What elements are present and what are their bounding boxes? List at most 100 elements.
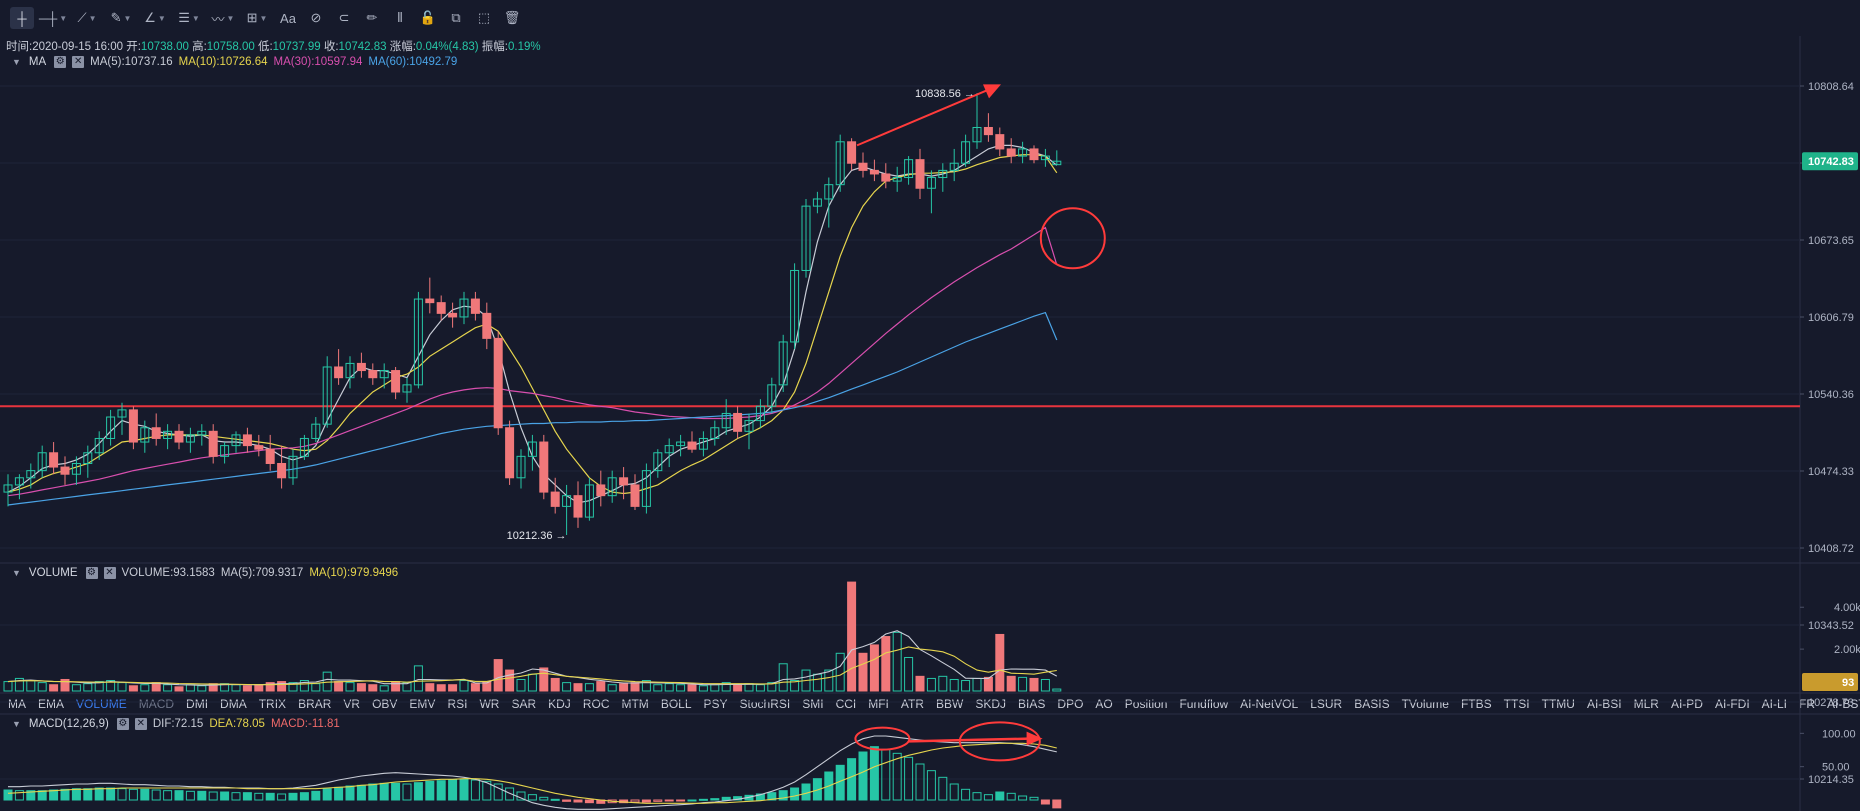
macd-histogram-bar xyxy=(14,790,24,801)
indicator-tab[interactable]: AI-NetVOL xyxy=(1240,697,1299,711)
indicator-tab[interactable]: BBW xyxy=(936,697,964,711)
wave-icon[interactable]: 〰 ▼ xyxy=(211,11,235,27)
indicator-tab[interactable]: VR xyxy=(343,697,361,711)
indicator-tab[interactable]: AI-BST xyxy=(1827,697,1860,711)
collapse-chevron-icon[interactable]: ▼ xyxy=(12,719,21,729)
volume-bar xyxy=(835,652,845,692)
indicator-tab[interactable]: ROC xyxy=(582,697,610,711)
candle-body xyxy=(778,341,788,386)
volume-bar xyxy=(733,684,743,692)
indicator-tab[interactable]: DMA xyxy=(220,697,247,711)
indicator-tab[interactable]: TTMU xyxy=(1541,697,1575,711)
candle-body xyxy=(14,477,24,486)
indicator-tab[interactable]: Fundflow xyxy=(1179,697,1229,711)
text-tool-icon[interactable]: Aa xyxy=(280,10,296,26)
indicator-tab[interactable]: MLR xyxy=(1633,697,1659,711)
indicator-tab[interactable]: SMI xyxy=(802,697,824,711)
indicator-tab[interactable]: DMI xyxy=(186,697,209,711)
macd-histogram-bar xyxy=(265,792,275,801)
macd-histogram-bar xyxy=(562,799,572,802)
volume-bar xyxy=(242,685,252,692)
indicator-tab[interactable]: MTM xyxy=(621,697,649,711)
volume-bar xyxy=(710,684,720,692)
indicator-tab[interactable]: SAR xyxy=(511,697,537,711)
macd-histogram-bar xyxy=(915,763,925,801)
horizontal-line-icon[interactable]: ─┼ ▼ xyxy=(38,10,68,26)
lock-icon[interactable]: 🔓 xyxy=(419,10,437,25)
close-icon[interactable]: ✕ xyxy=(134,718,147,730)
indicator-tab[interactable]: TTSI xyxy=(1503,697,1530,711)
indicator-tab[interactable]: MFI xyxy=(868,697,889,711)
indicator-tab[interactable]: TRIX xyxy=(258,697,287,711)
indicator-tab[interactable]: BOLL xyxy=(660,697,692,711)
indicator-tab[interactable]: LSUR xyxy=(1310,697,1343,711)
trend-line-icon[interactable]: ⟋ ▼ xyxy=(77,10,97,25)
indicator-tab[interactable]: AI-BSI xyxy=(1586,697,1622,711)
candle-body xyxy=(630,484,640,507)
indicator-tab[interactable]: Position xyxy=(1124,697,1168,711)
volume-bar xyxy=(755,684,765,692)
indicator-tab[interactable]: DPO xyxy=(1057,697,1084,711)
indicator-tab[interactable]: ATR xyxy=(900,697,925,711)
measure-box-icon[interactable]: ⊞ ▼ xyxy=(246,10,268,25)
indicator-tab[interactable]: SKDJ xyxy=(975,697,1007,711)
indicator-tab[interactable]: BIAS xyxy=(1018,697,1046,711)
volume-bar xyxy=(402,682,412,692)
brush-icon[interactable]: ✎ ▼ xyxy=(110,10,132,25)
close-icon[interactable]: ✕ xyxy=(72,56,85,68)
volume-bar xyxy=(356,683,366,692)
ma-line xyxy=(7,144,1058,504)
ma-legend-item: MA(60):10492.79 xyxy=(368,56,458,68)
indicator-tab[interactable]: BASIS xyxy=(1354,697,1390,711)
open-label: 开: xyxy=(126,41,141,53)
indicator-tab[interactable]: AI-FDI xyxy=(1714,697,1750,711)
indicator-tab[interactable]: EMA xyxy=(38,697,65,711)
macd-histogram-bar xyxy=(288,792,298,801)
price-tick-label: 10606.79 xyxy=(1808,312,1854,324)
indicator-tab[interactable]: FR xyxy=(1799,697,1815,711)
indicator-tab[interactable]: KDJ xyxy=(548,697,571,711)
time-label: 时间: xyxy=(6,41,33,53)
fib-lines-icon[interactable]: ☰ ▼ xyxy=(178,10,200,25)
indicator-tab[interactable]: OBV xyxy=(372,697,398,711)
indicator-tab[interactable]: MA xyxy=(8,697,26,711)
candle-body xyxy=(721,412,731,429)
indicator-tab[interactable]: BRAR xyxy=(298,697,332,711)
volume-bar xyxy=(436,684,446,692)
indicator-tab[interactable]: PSY xyxy=(703,697,728,711)
settings-icon[interactable]: ⚙ xyxy=(116,718,129,730)
indicator-tab[interactable]: VOLUME xyxy=(76,697,127,711)
settings-icon[interactable]: ⚙ xyxy=(85,567,98,579)
volume-bar xyxy=(163,684,173,692)
hide-drawings-icon[interactable]: ⊘ xyxy=(310,10,322,25)
crosshair-icon[interactable]: ┼ xyxy=(10,7,34,29)
volume-bar xyxy=(185,684,195,692)
trash-icon[interactable]: 🗑 xyxy=(503,10,521,25)
copy-icon[interactable]: ⧉ xyxy=(451,10,461,25)
pencil-icon[interactable]: ✏ xyxy=(366,10,378,25)
indicator-tab[interactable]: AO xyxy=(1095,697,1113,711)
indicator-tab[interactable]: EMV xyxy=(409,697,436,711)
current-price-label: 10742.83 xyxy=(1808,156,1854,168)
magnet-icon[interactable]: ⊂ xyxy=(338,10,350,25)
collapse-chevron-icon[interactable]: ▼ xyxy=(12,568,21,578)
indicator-tab[interactable]: WR xyxy=(479,697,500,711)
volume-legend-item: MA(10):979.9496 xyxy=(309,567,399,579)
indicator-tab[interactable]: CCI xyxy=(835,697,857,711)
settings-bars-icon[interactable]: ⦀ xyxy=(397,10,403,25)
close-icon[interactable]: ✕ xyxy=(103,567,116,579)
macd-histogram-bar xyxy=(596,799,606,804)
indicator-tab[interactable]: AI-PD xyxy=(1670,697,1703,711)
indicator-tab[interactable]: StochRSI xyxy=(739,697,791,711)
indicator-tab[interactable]: MACD xyxy=(138,697,175,711)
angle-icon[interactable]: ∠ ▼ xyxy=(144,10,166,25)
indicator-tab[interactable]: FTBS xyxy=(1460,697,1492,711)
indicator-tab[interactable]: TVolume xyxy=(1401,697,1449,711)
indicator-tab[interactable]: RSI xyxy=(447,697,468,711)
collapse-chevron-icon[interactable]: ▼ xyxy=(12,57,21,67)
amplitude-label: 振幅: xyxy=(481,41,508,53)
indicator-tab[interactable]: AI-LI xyxy=(1761,697,1787,711)
screenshot-icon[interactable]: ⬚ xyxy=(477,10,491,25)
candle-body xyxy=(3,484,13,493)
settings-icon[interactable]: ⚙ xyxy=(54,56,67,68)
